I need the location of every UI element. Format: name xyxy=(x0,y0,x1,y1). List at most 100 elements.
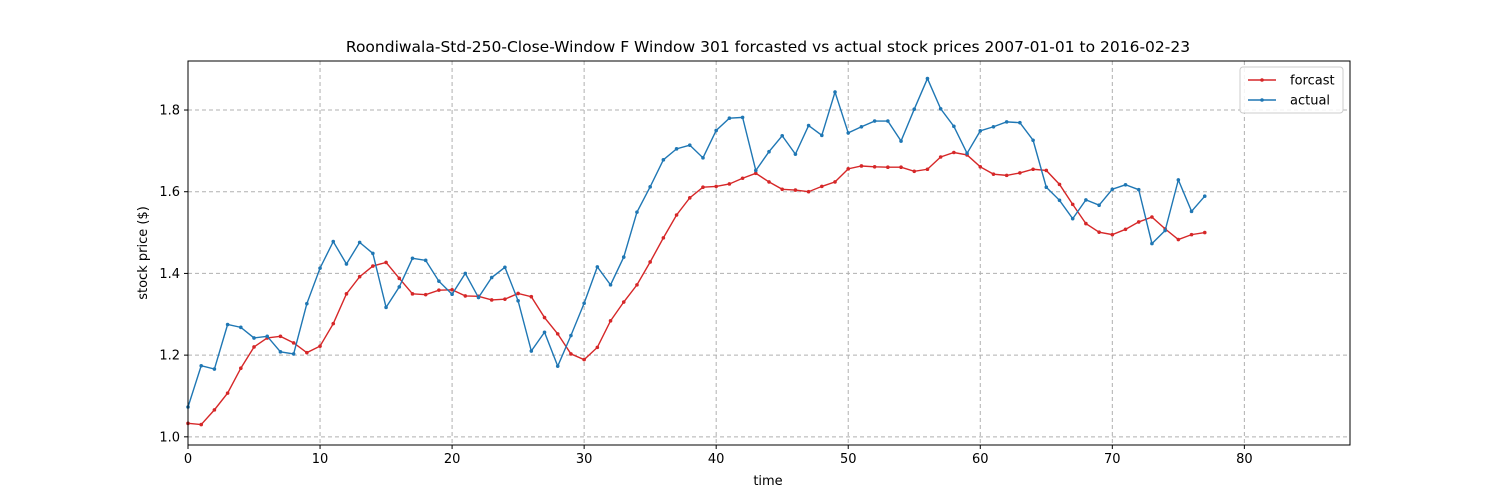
data-point-forcast xyxy=(1189,232,1194,237)
data-point-forcast xyxy=(674,213,679,217)
data-point-actual xyxy=(384,305,388,310)
data-point-actual xyxy=(899,139,903,143)
data-point-actual xyxy=(1057,198,1062,203)
series-line-actual xyxy=(187,76,1206,408)
data-point-forcast xyxy=(793,188,798,192)
data-point-forcast xyxy=(252,345,256,349)
legend-marker-actual xyxy=(1260,98,1264,102)
data-point-forcast xyxy=(278,334,283,339)
data-point-forcast xyxy=(212,408,217,412)
data-point-forcast xyxy=(1057,182,1062,187)
data-point-forcast xyxy=(714,184,718,189)
data-point-actual xyxy=(582,301,586,306)
data-point-actual xyxy=(252,336,256,340)
data-point-forcast xyxy=(331,321,336,326)
data-point-actual xyxy=(846,131,851,135)
data-point-actual xyxy=(476,295,481,300)
data-point-forcast xyxy=(1202,230,1207,235)
data-point-actual xyxy=(767,149,771,154)
data-point-forcast xyxy=(925,167,930,172)
data-point-actual xyxy=(542,330,547,335)
data-point-actual xyxy=(635,210,639,214)
data-point-actual xyxy=(595,265,600,269)
data-point-forcast xyxy=(542,315,547,320)
data-point-actual xyxy=(727,116,732,120)
data-point-actual xyxy=(1202,194,1207,199)
data-point-forcast xyxy=(463,294,468,298)
data-point-actual xyxy=(555,364,560,368)
data-point-actual xyxy=(1110,187,1115,192)
data-point-actual xyxy=(437,279,441,283)
data-point-forcast xyxy=(886,165,890,170)
data-point-forcast xyxy=(938,155,943,159)
data-point-actual xyxy=(978,129,983,133)
data-point-actual xyxy=(793,152,798,156)
data-point-forcast xyxy=(582,357,586,362)
legend: forcast actual xyxy=(1239,66,1344,114)
data-point-actual xyxy=(965,151,969,156)
data-point-actual xyxy=(991,124,996,129)
x-tick-label: 40 xyxy=(708,452,725,467)
data-point-actual xyxy=(489,275,494,280)
x-tick-label: 80 xyxy=(1236,452,1253,467)
data-point-forcast xyxy=(661,236,666,240)
data-point-forcast xyxy=(437,288,441,292)
data-point-forcast xyxy=(1176,237,1181,242)
data-point-actual xyxy=(1018,120,1022,125)
series-line-forcast xyxy=(187,151,1205,426)
data-point-actual xyxy=(1163,228,1167,233)
data-point-forcast xyxy=(569,352,573,356)
plot-frame xyxy=(187,60,1351,446)
chart-title: Roondiwala-Std-250-Close-Window F Window… xyxy=(346,38,1190,56)
data-point-forcast xyxy=(555,332,560,336)
data-point-forcast xyxy=(648,260,652,264)
data-point-actual xyxy=(344,262,349,266)
data-point-forcast xyxy=(318,344,322,348)
data-point-forcast xyxy=(912,169,917,174)
data-point-forcast xyxy=(489,298,494,302)
data-point-actual xyxy=(1136,187,1141,192)
data-point-forcast xyxy=(410,292,415,296)
x-tick-label: 50 xyxy=(840,452,857,467)
data-point-actual xyxy=(357,240,362,245)
data-point-forcast xyxy=(1150,215,1154,219)
data-point-forcast xyxy=(872,165,877,169)
data-point-actual xyxy=(410,256,415,261)
data-point-actual xyxy=(740,115,745,120)
x-tick-label: 30 xyxy=(576,452,593,467)
data-point-forcast xyxy=(952,150,956,155)
data-point-forcast xyxy=(1070,202,1075,207)
data-point-actual xyxy=(661,158,666,162)
data-point-actual xyxy=(687,143,692,147)
data-point-actual xyxy=(753,168,758,173)
data-point-forcast xyxy=(1136,220,1141,224)
data-point-actual xyxy=(291,352,296,356)
data-point-forcast xyxy=(503,297,507,301)
data-point-actual xyxy=(529,349,534,353)
data-point-forcast xyxy=(291,341,296,345)
data-point-forcast xyxy=(344,292,349,296)
data-point-actual xyxy=(1031,138,1035,143)
x-tick-label: 60 xyxy=(972,452,989,467)
data-point-forcast xyxy=(1097,230,1101,234)
data-point-actual xyxy=(225,322,230,327)
x-axis: 0 10 20 30 40 50 60 70 80 xyxy=(184,445,1253,467)
y-tick-label: 1.2 xyxy=(159,349,180,364)
x-tick-label: 0 xyxy=(184,452,192,467)
y-axis: 1.0 1.2 1.4 1.6 1.8 xyxy=(159,104,188,445)
legend-box xyxy=(1239,66,1344,114)
data-point-actual xyxy=(780,133,785,138)
data-point-forcast xyxy=(806,189,811,194)
data-point-forcast xyxy=(740,176,745,181)
data-point-forcast xyxy=(621,300,626,304)
data-point-actual xyxy=(318,266,322,270)
data-point-actual xyxy=(1097,203,1101,208)
data-point-forcast xyxy=(371,264,375,268)
x-tick-label: 70 xyxy=(1104,452,1121,467)
data-point-forcast xyxy=(397,276,402,281)
data-point-actual xyxy=(239,325,243,330)
y-tick-label: 1.4 xyxy=(159,267,180,282)
data-point-actual xyxy=(938,106,943,111)
data-point-forcast xyxy=(753,171,758,176)
data-point-actual xyxy=(820,133,824,138)
